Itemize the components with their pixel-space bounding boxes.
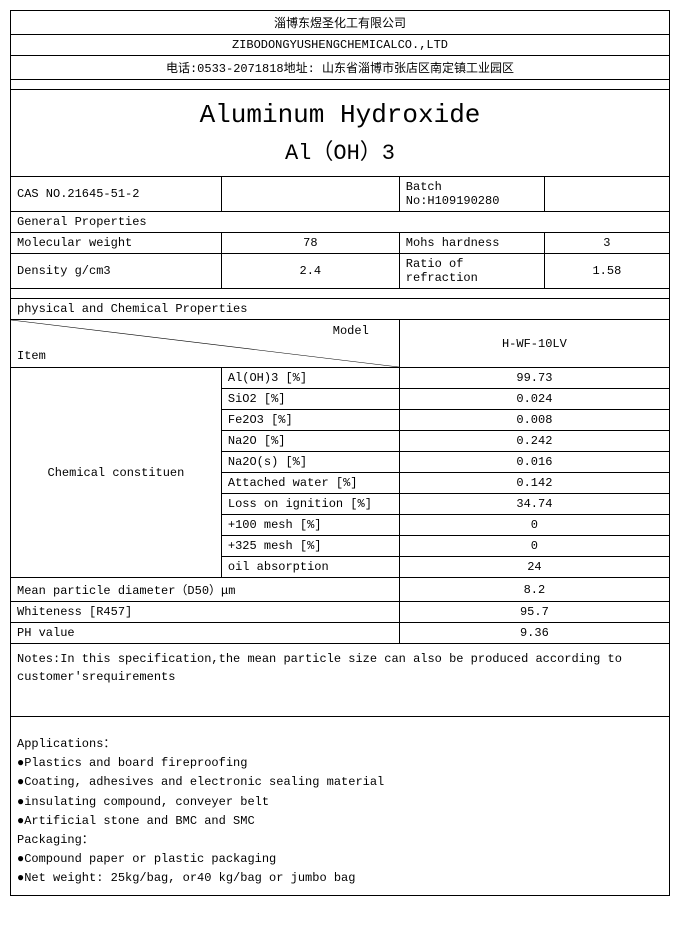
refraction-label: Ratio of refraction: [399, 254, 544, 289]
pack-item: ●Compound paper or plastic packaging: [17, 850, 663, 869]
param-100mesh: +100 mesh [%]: [221, 515, 399, 536]
notes-text: Notes:In this specification,the mean par…: [11, 644, 670, 717]
model-value: H-WF-10LV: [399, 320, 669, 368]
val-oil-absorption: 24: [399, 557, 669, 578]
spacer: [11, 80, 670, 90]
val-fe2o3: 0.008: [399, 410, 669, 431]
mohs-label: Mohs hardness: [399, 233, 544, 254]
product-title: Aluminum Hydroxide: [11, 90, 670, 133]
param-loi: Loss on ignition [%]: [221, 494, 399, 515]
mean-diameter-value: 8.2: [399, 578, 669, 602]
param-sio2: SiO2 [%]: [221, 389, 399, 410]
pack-item: ●Net weight: 25kg/bag, or40 kg/bag or ju…: [17, 869, 663, 888]
param-attached-water: Attached water [%]: [221, 473, 399, 494]
val-attached-water: 0.142: [399, 473, 669, 494]
cas-no: CAS NO.21645-51-2: [11, 177, 222, 212]
model-label: Model: [333, 324, 369, 338]
section-physchem: physical and Chemical Properties: [11, 299, 670, 320]
mw-value: 78: [221, 233, 399, 254]
blank: [544, 177, 669, 212]
val-loi: 34.74: [399, 494, 669, 515]
company-en: ZIBODONGYUSHENGCHEMICALCO.,LTD: [11, 35, 670, 56]
density-label: Density g/cm3: [11, 254, 222, 289]
spec-sheet: 淄博东煜圣化工有限公司 ZIBODONGYUSHENGCHEMICALCO.,L…: [10, 10, 670, 896]
whiteness-label: Whiteness [R457]: [11, 602, 400, 623]
val-aloh3: 99.73: [399, 368, 669, 389]
applications-block: Applications： ●Plastics and board firepr…: [11, 717, 670, 896]
val-na2o: 0.242: [399, 431, 669, 452]
product-formula: Al（OH）3: [11, 132, 670, 177]
apps-title: Applications：: [17, 735, 663, 754]
mohs-value: 3: [544, 233, 669, 254]
val-100mesh: 0: [399, 515, 669, 536]
section-general: General Properties: [11, 212, 670, 233]
app-item: ●insulating compound, conveyer belt: [17, 793, 663, 812]
param-na2os: Na2O(s) [%]: [221, 452, 399, 473]
app-item: ●Coating, adhesives and electronic seali…: [17, 773, 663, 792]
app-item: ●Artificial stone and BMC and SMC: [17, 812, 663, 831]
refraction-value: 1.58: [544, 254, 669, 289]
whiteness-value: 95.7: [399, 602, 669, 623]
app-item: ●Plastics and board fireproofing: [17, 754, 663, 773]
batch-no: Batch No:H109190280: [399, 177, 544, 212]
mean-diameter-label: Mean particle diameter（D50）μm: [11, 578, 400, 602]
val-325mesh: 0: [399, 536, 669, 557]
contact-line: 电话:0533-2071818地址: 山东省淄博市张店区南定镇工业园区: [11, 56, 670, 80]
item-label: Item: [17, 349, 46, 363]
chem-constituent-label: Chemical constituen: [11, 368, 222, 578]
val-na2os: 0.016: [399, 452, 669, 473]
param-fe2o3: Fe2O3 [%]: [221, 410, 399, 431]
param-325mesh: +325 mesh [%]: [221, 536, 399, 557]
mw-label: Molecular weight: [11, 233, 222, 254]
ph-label: PH value: [11, 623, 400, 644]
blank: [221, 177, 399, 212]
param-na2o: Na2O [%]: [221, 431, 399, 452]
company-cn: 淄博东煜圣化工有限公司: [11, 11, 670, 35]
param-oil-absorption: oil absorption: [221, 557, 399, 578]
ph-value: 9.36: [399, 623, 669, 644]
val-sio2: 0.024: [399, 389, 669, 410]
spacer: [11, 289, 670, 299]
item-model-diag: Model Item: [11, 320, 400, 368]
density-value: 2.4: [221, 254, 399, 289]
packaging-title: Packaging：: [17, 831, 663, 850]
param-aloh3: Al(OH)3 [%]: [221, 368, 399, 389]
